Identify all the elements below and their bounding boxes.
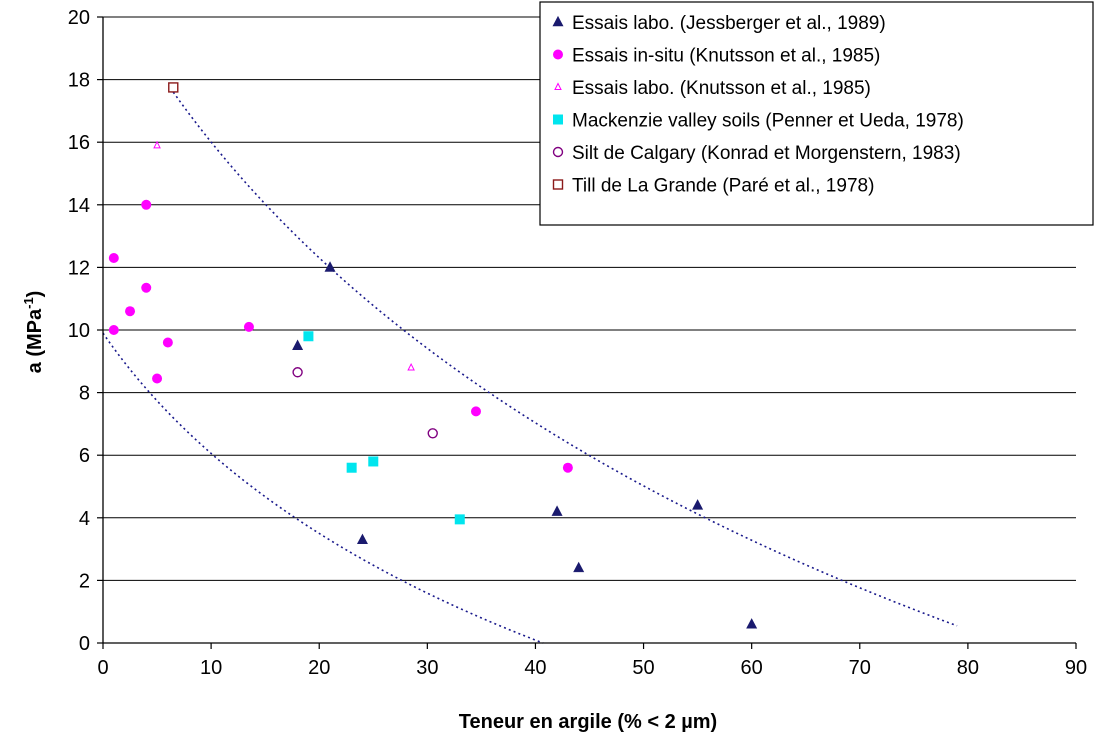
series-1 — [292, 261, 758, 629]
series-3 — [153, 140, 415, 371]
data-point — [153, 140, 161, 149]
y-tick-label: 4 — [79, 508, 90, 530]
data-point — [108, 325, 119, 335]
data-point — [562, 462, 573, 473]
y-axis-title-superscript: -1 — [21, 297, 36, 309]
y-tick-label: 0 — [79, 633, 90, 655]
data-point — [692, 499, 704, 510]
data-point — [303, 331, 314, 342]
trendline-2 — [172, 91, 958, 627]
data-point — [292, 339, 304, 350]
data-point — [346, 462, 357, 473]
y-tick-label: 10 — [68, 320, 90, 342]
data-point — [407, 362, 415, 371]
y-tick-label: 2 — [79, 570, 90, 592]
legend-marker — [553, 114, 563, 125]
x-tick-label: 90 — [1065, 657, 1087, 679]
data-point — [368, 456, 379, 467]
x-tick-label: 30 — [416, 657, 438, 679]
data-point — [356, 533, 368, 545]
data-point — [573, 561, 585, 573]
y-tick-label: 20 — [68, 7, 90, 29]
data-point — [162, 337, 173, 348]
data-point — [243, 321, 254, 332]
legend-marker — [552, 15, 564, 27]
legend-marker — [552, 146, 564, 158]
x-tick-label: 60 — [741, 657, 763, 679]
legend-label: Essais labo. (Knutsson et al., 1985) — [572, 78, 871, 99]
legend-items: Essais labo. (Jessberger et al., 1989) Es… — [552, 13, 964, 197]
x-tick-label: 10 — [200, 657, 222, 679]
x-tick-label: 80 — [957, 657, 979, 679]
legend-marker — [552, 179, 564, 190]
x-axis-title: Teneur en argile (% < 2 µm) — [459, 711, 717, 733]
tick-labels: 0 2 4 6 8 10 12 14 16 18 20 0 10 20 30 40 50 60 70 80 90 — [68, 7, 1087, 679]
data-point — [427, 428, 438, 439]
data-point — [125, 306, 136, 317]
legend: Essais labo. (Jessberger et al., 1989) Es… — [539, 1, 1094, 226]
legend-box — [539, 1, 1094, 226]
data-point — [141, 199, 152, 210]
y-tick-label: 18 — [68, 70, 90, 92]
x-tick-label: 50 — [632, 657, 654, 679]
data-points — [108, 82, 758, 629]
data-point — [324, 261, 336, 272]
trendline-1 — [102, 332, 544, 644]
y-tick-label: 16 — [68, 132, 90, 154]
legend-marker — [553, 49, 563, 60]
data-point — [746, 618, 758, 629]
y-tick-label: 6 — [79, 445, 90, 467]
x-tick-label: 0 — [97, 657, 108, 679]
legend-label: Essais labo. (Jessberger et al., 1989) — [572, 13, 886, 34]
x-tick-label: 20 — [308, 657, 330, 679]
data-point — [152, 373, 163, 384]
data-point — [454, 514, 465, 525]
data-point — [108, 253, 119, 264]
y-axis-title-close: ) — [24, 291, 46, 298]
legend-label: Silt de Calgary (Konrad et Morgenstern, … — [572, 143, 961, 164]
x-tick-label: 40 — [524, 657, 546, 679]
series-5 — [292, 367, 438, 439]
data-point — [292, 367, 303, 378]
y-tick-label: 12 — [68, 257, 90, 279]
series-2 — [108, 199, 573, 473]
series-6 — [168, 82, 179, 93]
y-tick-label: 8 — [79, 383, 90, 405]
y-axis-title: a (MPa-1) — [21, 291, 46, 374]
legend-label: Essais in-situ (Knutsson et al., 1985) — [572, 46, 880, 67]
y-axis-title-main: a (MPa — [24, 308, 46, 373]
legend-marker — [554, 82, 562, 90]
data-point — [470, 406, 481, 417]
y-tick-label: 14 — [68, 195, 90, 217]
legend-label: Mackenzie valley soils (Penner et Ueda, … — [572, 111, 964, 132]
x-tick-label: 70 — [849, 657, 871, 679]
trendlines — [102, 91, 958, 644]
series-4 — [303, 331, 465, 525]
legend-label: Till de La Grande (Paré et al., 1978) — [572, 176, 874, 197]
data-point — [141, 282, 152, 293]
data-point — [551, 505, 563, 516]
data-point — [168, 82, 179, 93]
